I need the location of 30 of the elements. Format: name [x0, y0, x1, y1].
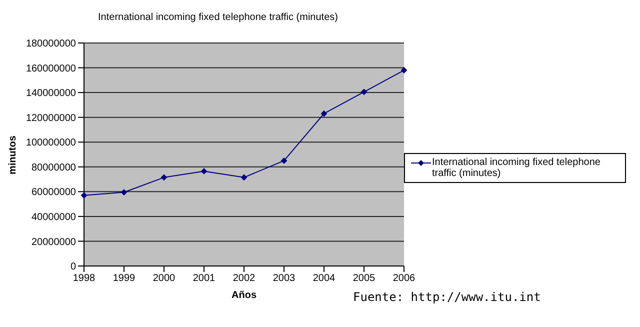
y-tick-label: 80000000 [32, 162, 76, 174]
point [360, 88, 368, 96]
x-tick-label: 1998 [72, 273, 96, 284]
point [280, 157, 288, 164]
x-tick-label: 2005 [352, 273, 376, 284]
legend-label: International incoming fixed telephone traffic (minutes) [432, 157, 602, 179]
x-axis-title: Años [232, 290, 257, 301]
y-tick-label: 160000000 [26, 63, 76, 74]
y-tick-label: 20000000 [32, 236, 76, 248]
point [320, 110, 328, 117]
y-tick-label: 40000000 [32, 212, 76, 223]
y-tick-label: 120000000 [26, 112, 76, 124]
point [240, 174, 248, 181]
y-tick-label: 140000000 [26, 88, 76, 100]
chart-title: International incoming fixed telephone traffic (minutes) [97, 12, 339, 23]
x-tick-label: 2006 [392, 273, 416, 284]
x-tick-label: 2003 [272, 273, 296, 284]
x-tick-label: 2002 [232, 273, 256, 284]
x-tick-label: 2004 [312, 273, 336, 284]
point [160, 174, 168, 181]
source-note: Fuente: http://www.itu.int [353, 290, 541, 304]
x-tick-label: 2000 [152, 273, 176, 284]
x-tick-label: 2001 [192, 273, 216, 284]
y-tick-label: 0 [70, 262, 76, 273]
y-axis-title: minutos [8, 135, 19, 174]
x-tick-label: 1999 [112, 273, 136, 284]
y-tick-label: 60000000 [32, 187, 76, 198]
point [80, 192, 88, 199]
y-tick-label: 100000000 [26, 138, 76, 149]
y-tick-label: 180000000 [26, 38, 76, 50]
